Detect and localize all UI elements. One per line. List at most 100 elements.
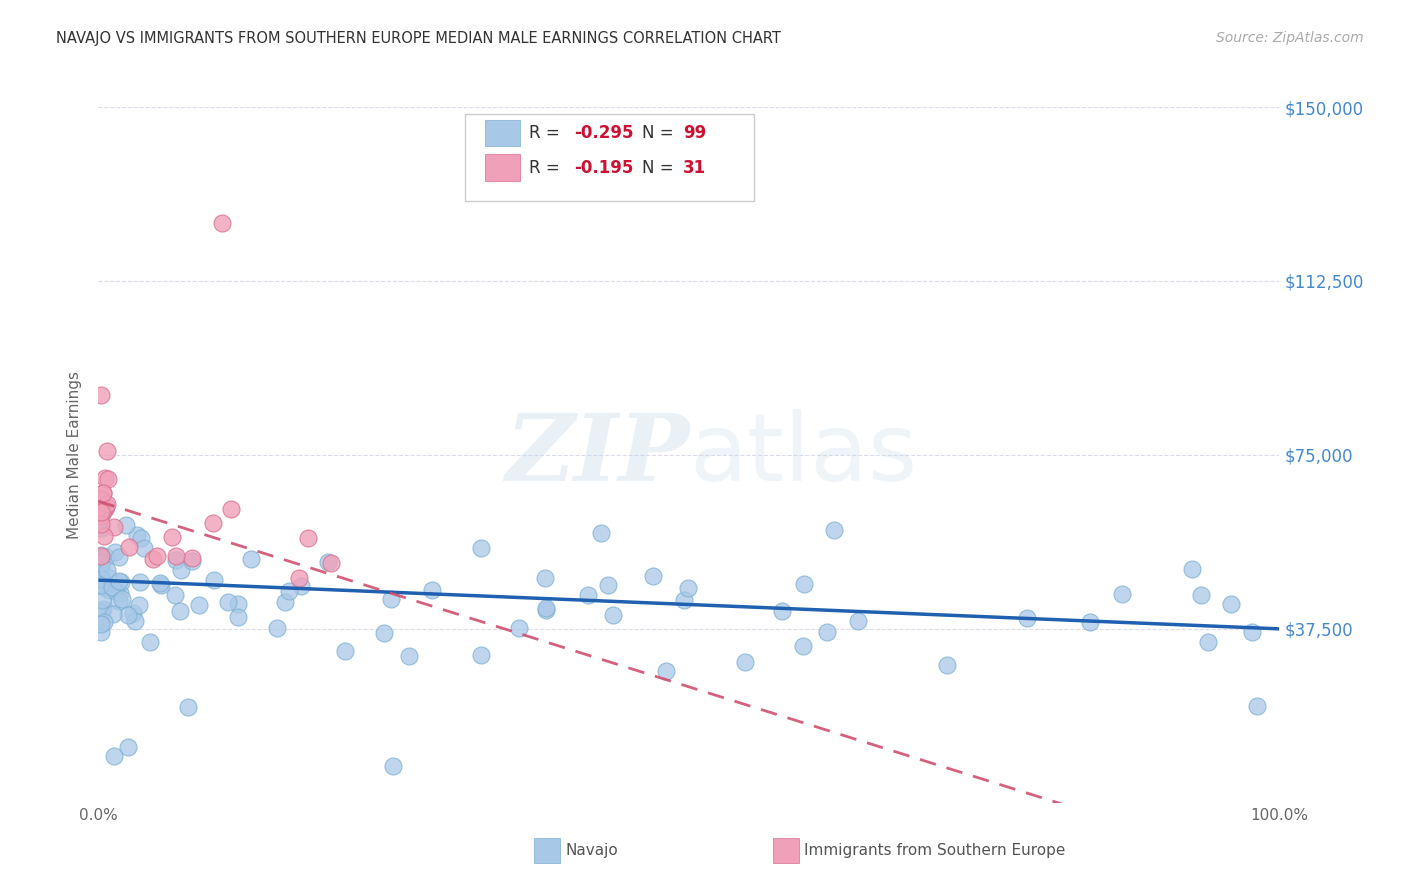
- Point: [90, 616, 112, 631]
- Text: Immigrants from Southern Europe: Immigrants from Southern Europe: [804, 844, 1066, 858]
- Point: [278, 583, 301, 598]
- Point: [128, 598, 150, 612]
- Point: [90, 516, 112, 531]
- Point: [103, 749, 125, 764]
- Point: [221, 502, 243, 516]
- Point: [103, 519, 125, 533]
- Point: [90, 572, 112, 586]
- Point: [470, 648, 492, 662]
- Point: [91, 593, 114, 607]
- Point: [420, 582, 443, 597]
- Point: [108, 549, 131, 564]
- Point: [373, 626, 395, 640]
- Point: [398, 648, 420, 663]
- Point: [94, 502, 117, 516]
- Point: [90, 605, 112, 619]
- Point: [160, 531, 183, 545]
- Point: [1197, 634, 1219, 648]
- Point: [90, 506, 112, 520]
- Point: [110, 574, 132, 589]
- Point: [177, 699, 200, 714]
- Point: [1241, 624, 1264, 639]
- Point: [226, 610, 249, 624]
- Point: [673, 593, 696, 607]
- Point: [90, 508, 112, 523]
- Point: [1078, 615, 1101, 630]
- Point: [202, 573, 225, 587]
- Text: -0.295: -0.295: [575, 124, 634, 142]
- Point: [319, 556, 342, 570]
- Point: [90, 559, 112, 574]
- Point: [1219, 597, 1241, 611]
- Point: [90, 548, 112, 562]
- Text: 31: 31: [683, 159, 706, 177]
- Point: [274, 594, 297, 608]
- Point: [333, 644, 356, 658]
- Point: [266, 621, 288, 635]
- Point: [290, 579, 312, 593]
- Point: [90, 387, 112, 401]
- FancyBboxPatch shape: [485, 154, 520, 181]
- Point: [823, 523, 845, 537]
- Point: [170, 563, 193, 577]
- Point: [90, 521, 112, 535]
- Point: [1189, 588, 1212, 602]
- Y-axis label: Median Male Earnings: Median Male Earnings: [67, 371, 83, 539]
- Point: [602, 608, 624, 623]
- Point: [93, 580, 115, 594]
- Point: [93, 615, 115, 629]
- Point: [111, 591, 134, 606]
- Point: [1246, 699, 1268, 714]
- Point: [107, 594, 129, 608]
- Point: [211, 216, 233, 230]
- Text: Navajo: Navajo: [565, 844, 619, 858]
- Text: 99: 99: [683, 124, 706, 142]
- Point: [101, 580, 124, 594]
- Point: [107, 574, 129, 589]
- Point: [117, 740, 139, 755]
- Point: [470, 541, 492, 556]
- Point: [508, 621, 530, 635]
- Point: [104, 545, 127, 559]
- Point: [90, 578, 112, 592]
- Point: [96, 444, 118, 458]
- Point: [91, 504, 114, 518]
- Point: [149, 578, 172, 592]
- Point: [381, 758, 404, 772]
- Text: N =: N =: [641, 124, 679, 142]
- Point: [108, 586, 131, 600]
- Point: [129, 531, 152, 545]
- Point: [90, 492, 112, 507]
- Point: [117, 607, 139, 622]
- Point: [536, 603, 558, 617]
- Text: N =: N =: [641, 159, 679, 177]
- Point: [132, 541, 155, 555]
- Point: [165, 588, 187, 602]
- Point: [169, 604, 191, 618]
- Point: [90, 501, 112, 516]
- Point: [297, 531, 319, 545]
- Point: [935, 658, 957, 673]
- Point: [90, 625, 112, 640]
- Point: [187, 599, 209, 613]
- Point: [96, 563, 118, 577]
- Point: [96, 497, 118, 511]
- Text: Source: ZipAtlas.com: Source: ZipAtlas.com: [1216, 31, 1364, 45]
- Point: [90, 499, 112, 513]
- Point: [770, 604, 793, 618]
- Point: [139, 635, 162, 649]
- Text: R =: R =: [530, 124, 565, 142]
- Point: [103, 607, 125, 621]
- FancyBboxPatch shape: [485, 120, 520, 146]
- Point: [98, 582, 121, 597]
- Point: [598, 578, 620, 592]
- Text: R =: R =: [530, 159, 565, 177]
- Point: [90, 552, 112, 566]
- FancyBboxPatch shape: [464, 114, 754, 201]
- Point: [1181, 562, 1204, 576]
- Point: [165, 549, 187, 564]
- Text: -0.195: -0.195: [575, 159, 634, 177]
- Point: [846, 614, 869, 628]
- Point: [734, 655, 756, 669]
- Point: [90, 549, 112, 563]
